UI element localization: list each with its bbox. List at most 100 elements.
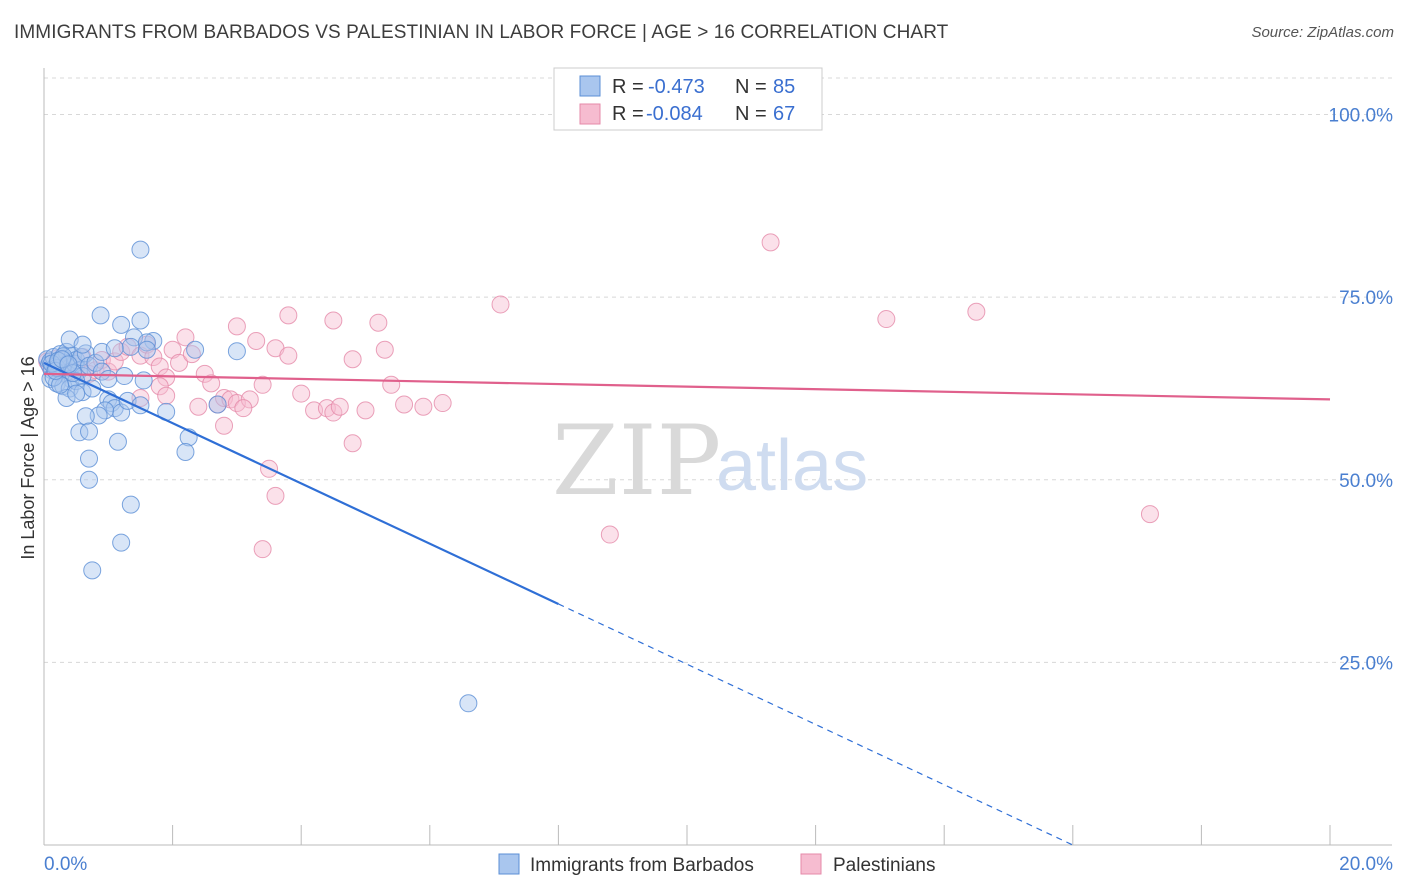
palestinians-point-43	[369, 313, 388, 332]
palestinians-point-46	[395, 395, 414, 414]
palestinians-point-41	[343, 434, 362, 453]
palestinians-point-32	[247, 331, 266, 350]
barbados-point-62	[186, 340, 205, 359]
palestinians-point-62	[877, 310, 896, 329]
stats-legend-r-value-1: -0.473	[648, 76, 705, 98]
y-tick-label-3: 100.0%	[1329, 106, 1394, 127]
y-tick-label-0: 25.0%	[1339, 653, 1393, 674]
palestinians-point-50	[150, 377, 169, 396]
palestinians-point-21	[170, 353, 189, 372]
barbados-trend-extension	[558, 603, 1074, 846]
barbados-point-45	[80, 470, 99, 489]
palestinians-point-51	[189, 397, 208, 416]
barbados-point-58	[105, 339, 124, 358]
barbados-point-46	[121, 495, 140, 514]
barbados-point-55	[121, 337, 140, 356]
stats-legend-swatch-pink	[579, 103, 601, 125]
trend-lines	[43, 361, 1331, 846]
palestinians-point-54	[279, 306, 298, 325]
palestinians-point-48	[433, 394, 452, 413]
grid	[44, 77, 1392, 663]
palestinians-point-20	[163, 340, 182, 359]
barbados-point-40	[76, 407, 95, 426]
x-tick-label-0: 0.0%	[44, 854, 87, 875]
palestinians-point-61	[761, 233, 780, 252]
palestinians-point-63	[967, 302, 986, 321]
palestinians-point-42	[356, 401, 375, 420]
palestinians-point-58	[324, 311, 343, 330]
stats-legend-n-value-1: 85	[773, 76, 795, 98]
barbados-point-77	[67, 384, 86, 403]
y-tick-label-2: 75.0%	[1339, 288, 1393, 309]
y-axis-label: In Labor Force | Age > 16	[18, 356, 38, 559]
palestinians-point-33	[253, 375, 272, 394]
barbados-point-73	[459, 694, 478, 713]
barbados-point-39	[89, 406, 108, 425]
stats-legend-n-label-1: N =	[735, 76, 767, 98]
stats-legend-r-label-1: R =	[612, 76, 644, 98]
palestinians-point-18	[150, 357, 169, 376]
palestinians-point-30	[240, 390, 259, 409]
barbados-point-43	[108, 432, 127, 451]
palestinians-point-56	[266, 486, 285, 505]
barbados-point-47	[112, 533, 131, 552]
barbados-point-30	[73, 383, 92, 402]
palestinians-point-36	[292, 384, 311, 403]
palestinians-point-64	[1140, 505, 1159, 524]
barbados-point-37	[112, 403, 131, 422]
series-legend-swatch-barbados	[498, 853, 520, 875]
stats-legend-n-value-2: 67	[773, 103, 795, 125]
y-tick-labels: 25.0% 50.0% 75.0% 100.0%	[1329, 106, 1394, 675]
barbados-point-42	[80, 422, 99, 441]
barbados-point-59	[144, 331, 163, 350]
y-tick-label-1: 50.0%	[1339, 471, 1393, 492]
barbados-point-64	[99, 369, 118, 388]
series-barbados-points	[38, 240, 478, 713]
barbados-trend-line	[43, 361, 559, 605]
palestinians-point-59	[343, 350, 362, 369]
palestinians-point-53	[227, 317, 246, 336]
palestinians-point-31	[234, 399, 253, 418]
barbados-point-66	[134, 371, 153, 390]
barbados-point-32	[86, 353, 105, 372]
palestinians-point-12	[105, 352, 124, 371]
stats-legend-r-value-2: -0.084	[646, 103, 703, 125]
barbados-point-56	[73, 335, 92, 354]
barbados-point-41	[70, 423, 89, 442]
palestinians-point-40	[330, 397, 349, 416]
palestinians-point-35	[279, 346, 298, 365]
watermark-atlas: atlas	[716, 426, 868, 506]
series-legend-label-palestinians: Palestinians	[833, 855, 935, 876]
palestinians-trend-line	[43, 372, 1331, 401]
palestinians-point-57	[253, 540, 272, 559]
barbados-point-63	[227, 342, 246, 361]
palestinians-point-45	[382, 375, 401, 394]
palestinians-point-65	[600, 525, 619, 544]
stats-legend-swatch-blue	[579, 75, 601, 97]
palestinians-point-47	[414, 397, 433, 416]
barbados-point-50	[91, 306, 110, 325]
palestinians-point-25	[202, 374, 221, 393]
chart-title: IMMIGRANTS FROM BARBADOS VS PALESTINIAN …	[14, 22, 949, 43]
barbados-point-44	[80, 449, 99, 468]
barbados-point-52	[112, 315, 131, 334]
source-credit: Source: ZipAtlas.com	[1251, 24, 1394, 41]
barbados-point-28	[57, 388, 76, 407]
watermark: ZIP atlas	[552, 405, 868, 517]
x-tick-labels: 0.0% 20.0%	[44, 854, 1393, 875]
x-tick-label-1: 20.0%	[1339, 854, 1393, 875]
watermark-zip: ZIP	[552, 405, 721, 517]
stats-legend-n-label-2: N =	[735, 103, 767, 125]
palestinians-point-66	[157, 386, 176, 405]
barbados-point-49	[131, 240, 150, 259]
barbados-point-48	[83, 561, 102, 580]
series-legend-label-barbados: Immigrants from Barbados	[530, 855, 754, 876]
palestinians-point-52	[215, 416, 234, 435]
stats-legend-r-label-2: R =	[612, 103, 644, 125]
series-legend-swatch-palestinians	[800, 853, 822, 875]
barbados-point-70	[208, 395, 227, 414]
barbados-point-60	[137, 333, 156, 352]
series-legend: Immigrants from Barbados Palestinians	[498, 853, 935, 876]
palestinians-point-22	[176, 328, 195, 347]
